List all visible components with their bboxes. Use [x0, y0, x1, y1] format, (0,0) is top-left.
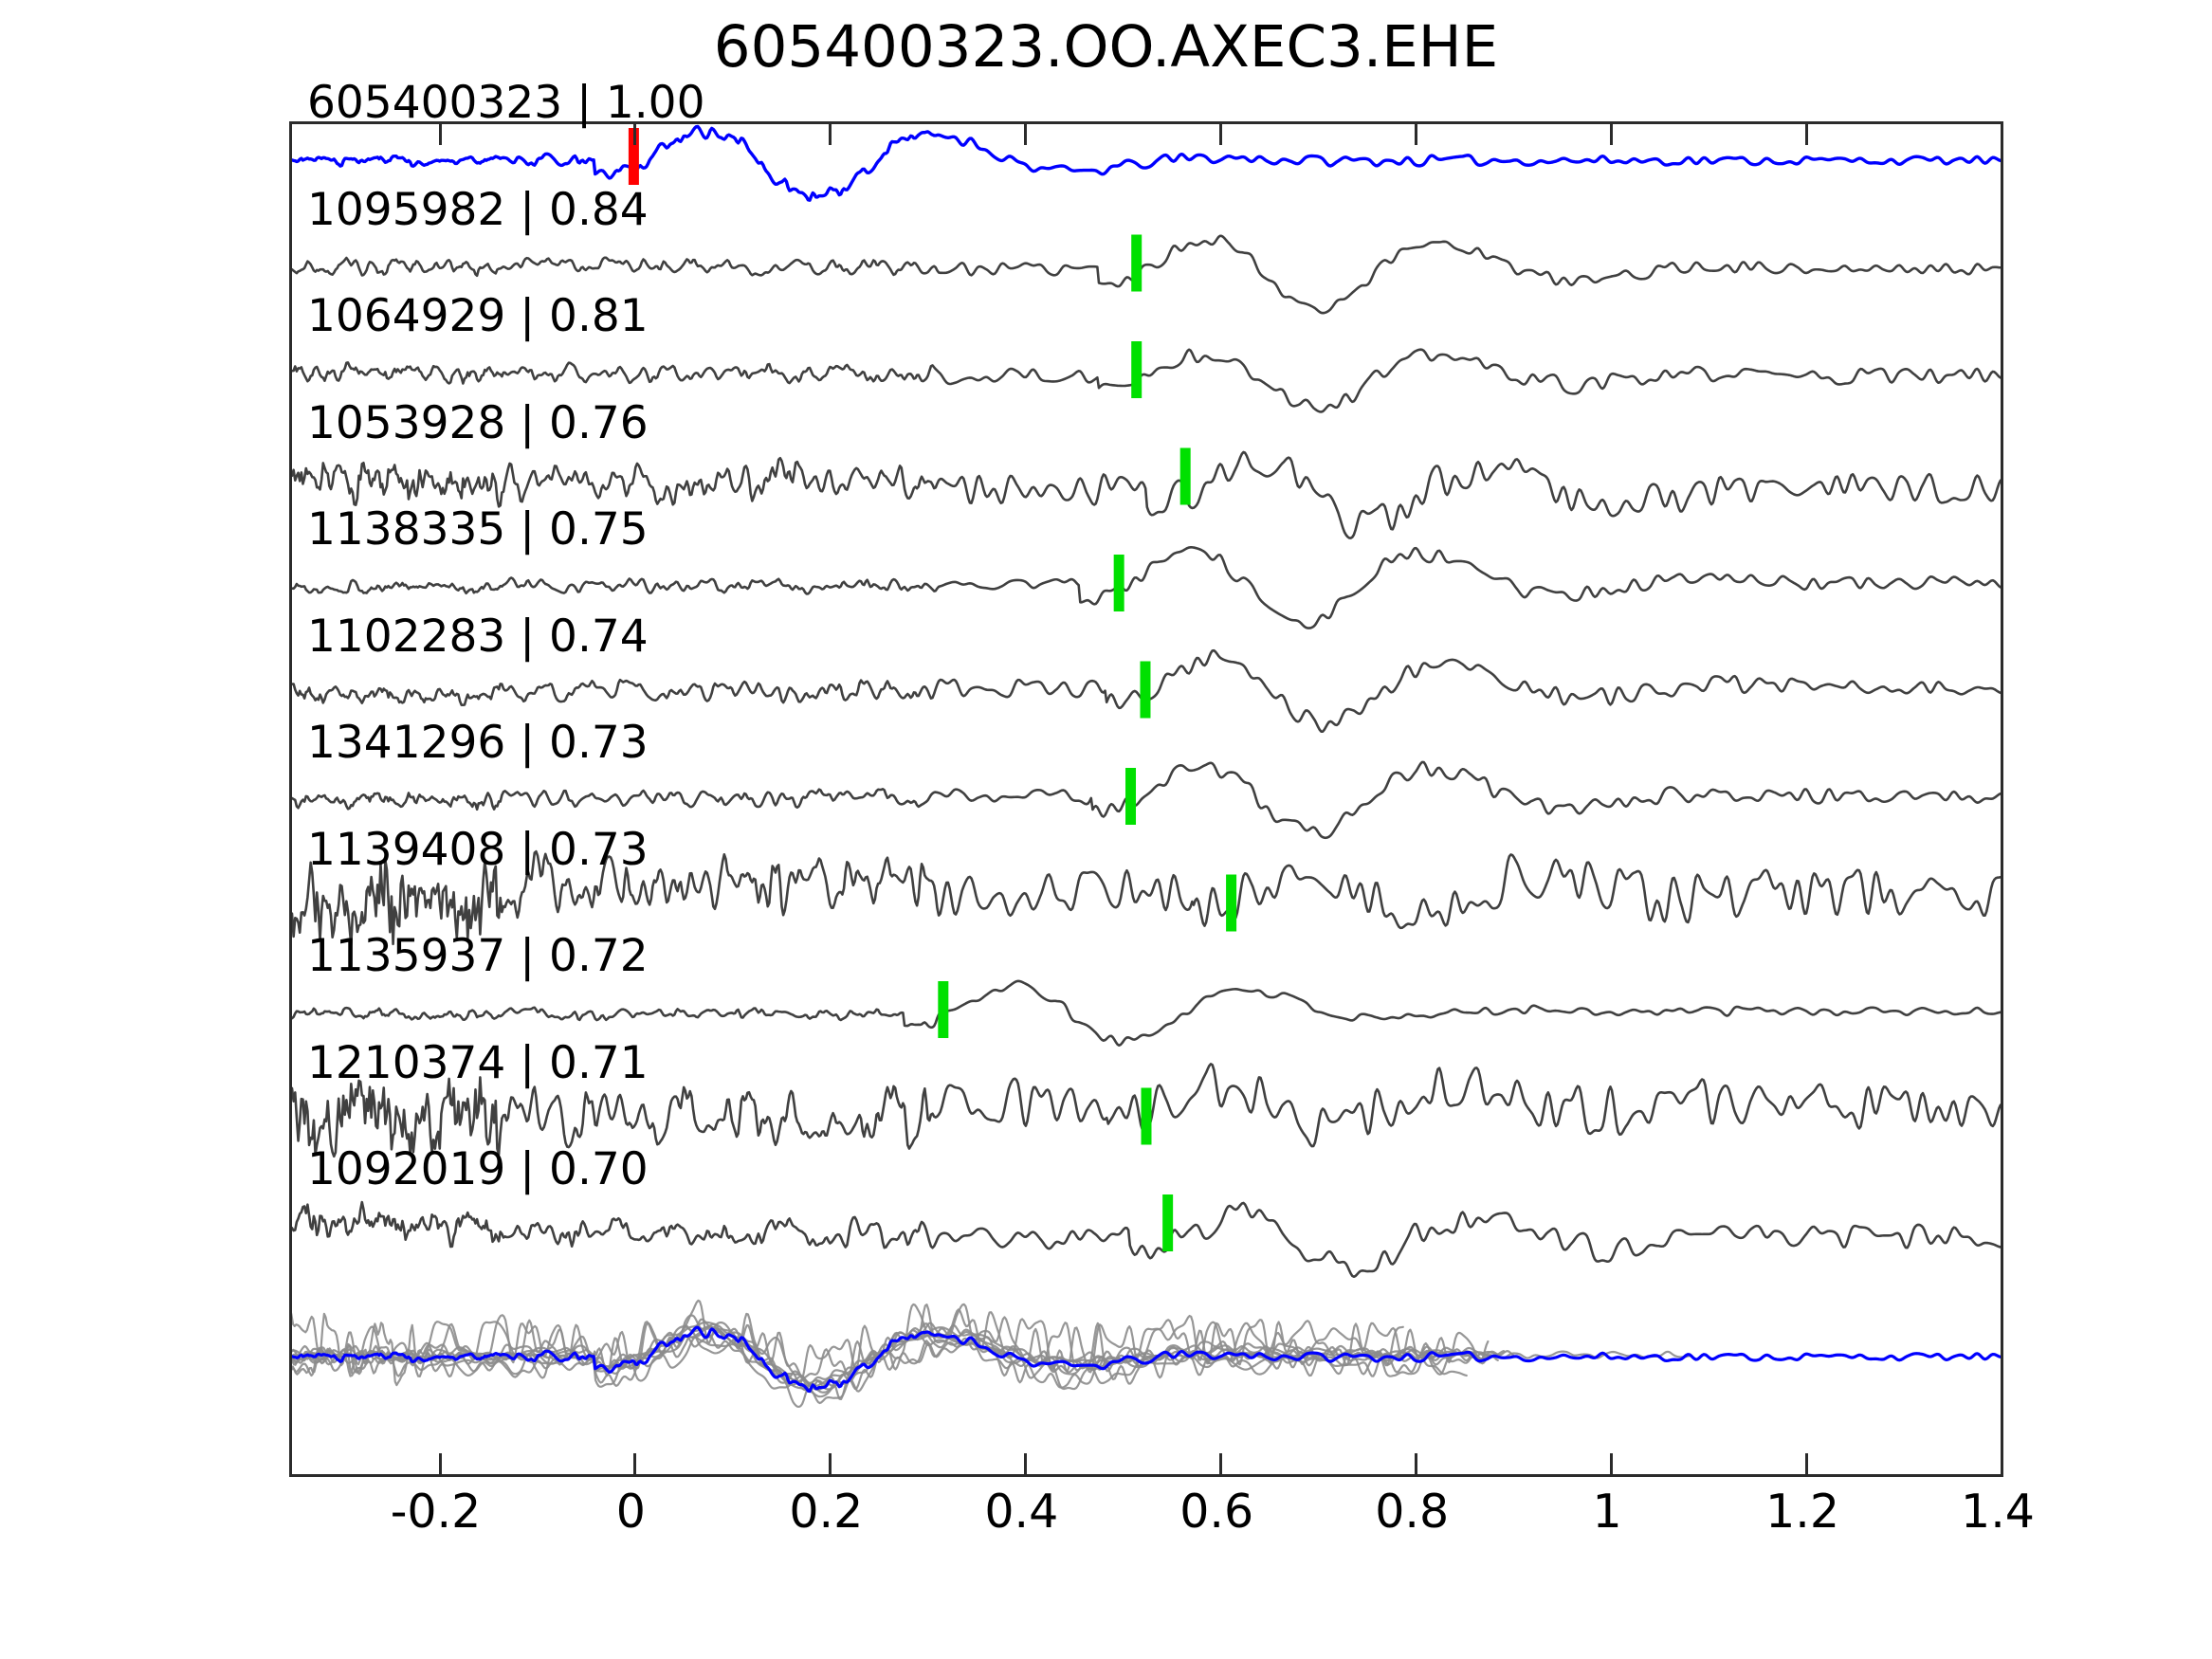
x-tick-label: 1.4	[1961, 1485, 2035, 1539]
x-tick-label: 1.2	[1765, 1485, 1840, 1539]
waveform-trace	[292, 450, 2001, 539]
detection-pick-marker	[1131, 234, 1143, 292]
x-axis-tick-top	[1805, 124, 1809, 145]
x-axis-tick	[1805, 1453, 1809, 1474]
detection-pick-marker	[1125, 768, 1137, 825]
x-axis-tick	[829, 1453, 832, 1474]
x-tick-label: 1	[1592, 1485, 1622, 1539]
x-axis-tick	[1610, 1453, 1614, 1474]
x-axis-tick	[633, 1453, 637, 1474]
x-axis-tick	[1415, 1453, 1418, 1474]
x-tick-label: 0	[615, 1485, 646, 1539]
x-axis-tick-top	[1610, 124, 1614, 145]
x-axis-tick-top	[438, 124, 442, 145]
x-axis-tick-top	[1024, 124, 1028, 145]
detection-pick-marker	[1113, 555, 1124, 611]
x-tick-label: 0.8	[1375, 1485, 1450, 1539]
detection-pick-marker	[1140, 661, 1151, 719]
x-axis-tick-top	[633, 124, 637, 145]
x-tick-label: 0.6	[1179, 1485, 1254, 1539]
waveform-trace	[292, 760, 2001, 840]
x-axis-tick	[1219, 1453, 1223, 1474]
waveform-trace	[292, 849, 2001, 947]
detection-pick-marker	[1162, 1194, 1174, 1251]
waveform-svg	[292, 124, 2001, 1409]
detection-pick-marker	[1179, 447, 1191, 505]
plot-area	[289, 121, 2003, 1477]
detection-pick-marker	[1226, 874, 1237, 932]
detection-pick-marker	[1131, 341, 1143, 398]
x-axis-tick	[438, 1453, 442, 1474]
x-tick-label: 0.2	[789, 1485, 864, 1539]
x-tick-label: 0.4	[984, 1485, 1059, 1539]
waveform-trace	[292, 348, 2001, 413]
x-axis-tick-top	[2001, 124, 2003, 145]
waveform-trace	[292, 1200, 2001, 1279]
x-axis-tick	[2001, 1453, 2003, 1474]
waveform-trace	[292, 546, 2001, 629]
waveform-trace	[292, 124, 2001, 202]
x-axis-tick	[1024, 1453, 1028, 1474]
waveform-trace	[292, 979, 2001, 1047]
x-axis-tick-top	[1219, 124, 1223, 145]
detection-pick-marker	[1141, 1087, 1152, 1145]
detection-pick-marker	[938, 981, 949, 1038]
x-axis-tick-top	[829, 124, 832, 145]
waveform-trace	[292, 234, 2001, 315]
x-axis-tick-top	[1415, 124, 1418, 145]
page-title: 605400323.OO.AXEC3.EHE	[713, 13, 1499, 81]
template-pick-marker	[628, 128, 639, 185]
x-tick-label: -0.2	[390, 1485, 482, 1539]
x-axis-tick-labels: -0.2 0 0.2 0.4 0.6 0.8 1 1.2 1.4	[289, 1485, 2035, 1551]
